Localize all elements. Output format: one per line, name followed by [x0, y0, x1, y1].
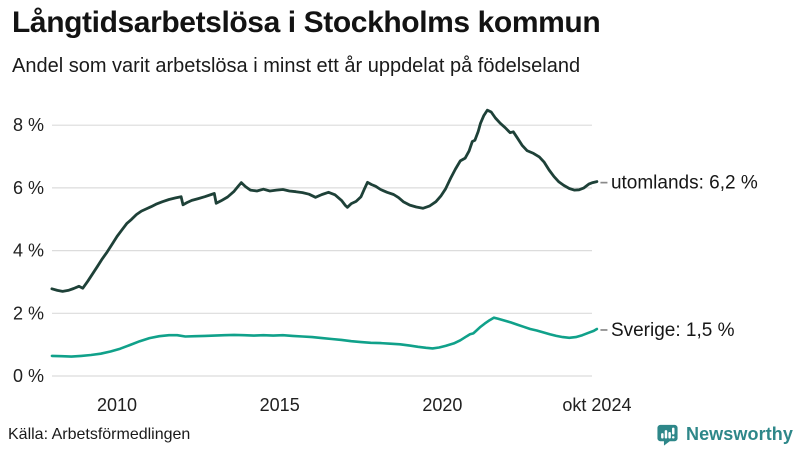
x-tick-label: 2010: [97, 395, 137, 415]
chart-title: Långtidsarbetslösa i Stockholms kommun: [12, 6, 601, 39]
series-label-sverige: Sverige: 1,5 %: [611, 320, 735, 341]
y-tick-label: 0 %: [13, 366, 44, 386]
series-label-utomlands: utomlands: 6,2 %: [611, 173, 758, 194]
newsworthy-logo: Newsworthy: [656, 423, 793, 446]
series-line-utomlands: [50, 108, 599, 293]
x-tick-label: okt 2024: [562, 395, 631, 415]
series-line-sverige: [50, 316, 599, 358]
chart-subtitle: Andel som varit arbetslösa i minst ett å…: [12, 55, 581, 77]
x-tick-label: 2015: [260, 395, 300, 415]
y-tick-label: 8 %: [13, 115, 44, 135]
y-tick-label: 6 %: [13, 178, 44, 198]
y-tick-label: 2 %: [13, 303, 44, 323]
y-tick-label: 4 %: [13, 241, 44, 261]
x-tick-label: 2020: [422, 395, 462, 415]
footer: Källa: Arbetsförmedlingen Newsworthy: [8, 423, 793, 446]
source-note: Källa: Arbetsförmedlingen: [8, 425, 191, 443]
newsworthy-bar-chart-bubble-icon: [657, 424, 678, 446]
newsworthy-wordmark: Newsworthy: [685, 424, 793, 444]
